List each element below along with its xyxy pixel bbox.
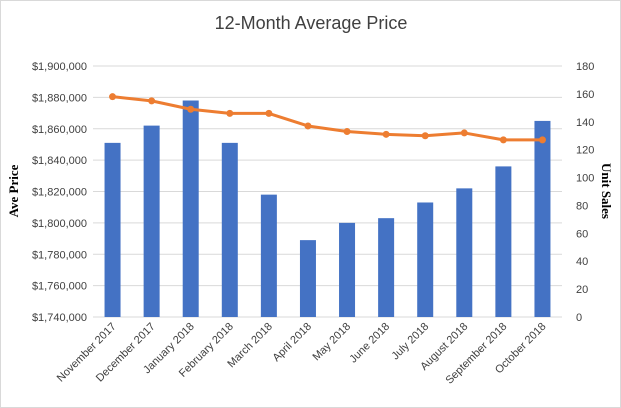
bar bbox=[534, 120, 551, 317]
y2-tick-label: 140 bbox=[576, 117, 594, 129]
y2-tick-label: 80 bbox=[576, 200, 588, 212]
line-point bbox=[265, 109, 273, 117]
bar bbox=[260, 194, 277, 317]
chart-title: 12-Month Average Price bbox=[215, 13, 408, 33]
line-point bbox=[304, 122, 312, 130]
y-tick-label: $1,880,000 bbox=[32, 92, 87, 104]
line-point bbox=[109, 93, 117, 101]
y-tick-label: $1,800,000 bbox=[32, 218, 87, 230]
y-axis-title: Ave Price bbox=[6, 164, 21, 217]
bar bbox=[182, 100, 199, 317]
bar bbox=[221, 142, 238, 317]
bar bbox=[456, 188, 473, 317]
left-axis-ticks: $1,740,000 $1,760,000 $1,780,000 $1,800,000… bbox=[32, 61, 87, 324]
bar bbox=[378, 218, 395, 317]
y-tick-label: $1,820,000 bbox=[32, 187, 87, 199]
y-tick-label: $1,840,000 bbox=[32, 155, 87, 167]
bar bbox=[143, 125, 160, 317]
y2-tick-label: 120 bbox=[576, 145, 594, 157]
line-point bbox=[421, 132, 429, 140]
y2-tick-label: 60 bbox=[576, 228, 588, 240]
line-series bbox=[109, 93, 546, 144]
x-tick-label: April 2018 bbox=[271, 321, 315, 365]
y-tick-label: $1,740,000 bbox=[32, 312, 87, 324]
line-point bbox=[460, 129, 468, 137]
y-tick-label: $1,780,000 bbox=[32, 249, 87, 261]
line-point bbox=[343, 128, 351, 136]
y2-tick-label: 20 bbox=[576, 284, 588, 296]
y2-tick-label: 40 bbox=[576, 256, 588, 268]
bar-series bbox=[104, 100, 551, 317]
y2-tick-label: 0 bbox=[576, 312, 582, 324]
y2-tick-label: 180 bbox=[576, 61, 594, 73]
line-point bbox=[187, 105, 195, 113]
line-point bbox=[538, 136, 546, 144]
x-tick-label: June 2018 bbox=[347, 321, 392, 366]
line-point bbox=[382, 130, 390, 138]
line-point bbox=[499, 136, 507, 144]
y2-tick-label: 160 bbox=[576, 89, 594, 101]
right-axis-ticks: 0 20 40 60 80 100 120 140 160 180 bbox=[576, 61, 594, 324]
y2-axis-title: Unit Sales bbox=[599, 163, 614, 219]
series-line bbox=[111, 95, 544, 142]
y-tick-label: $1,760,000 bbox=[32, 281, 87, 293]
bar bbox=[495, 166, 512, 317]
bar bbox=[104, 142, 121, 317]
bar bbox=[299, 240, 316, 317]
bar bbox=[339, 222, 356, 317]
y-tick-label: $1,860,000 bbox=[32, 124, 87, 136]
bar bbox=[417, 202, 434, 317]
y-tick-label: $1,900,000 bbox=[32, 61, 87, 73]
y2-tick-label: 100 bbox=[576, 173, 594, 185]
line-point bbox=[148, 97, 156, 105]
gridlines bbox=[93, 65, 562, 318]
line-point bbox=[226, 109, 234, 117]
